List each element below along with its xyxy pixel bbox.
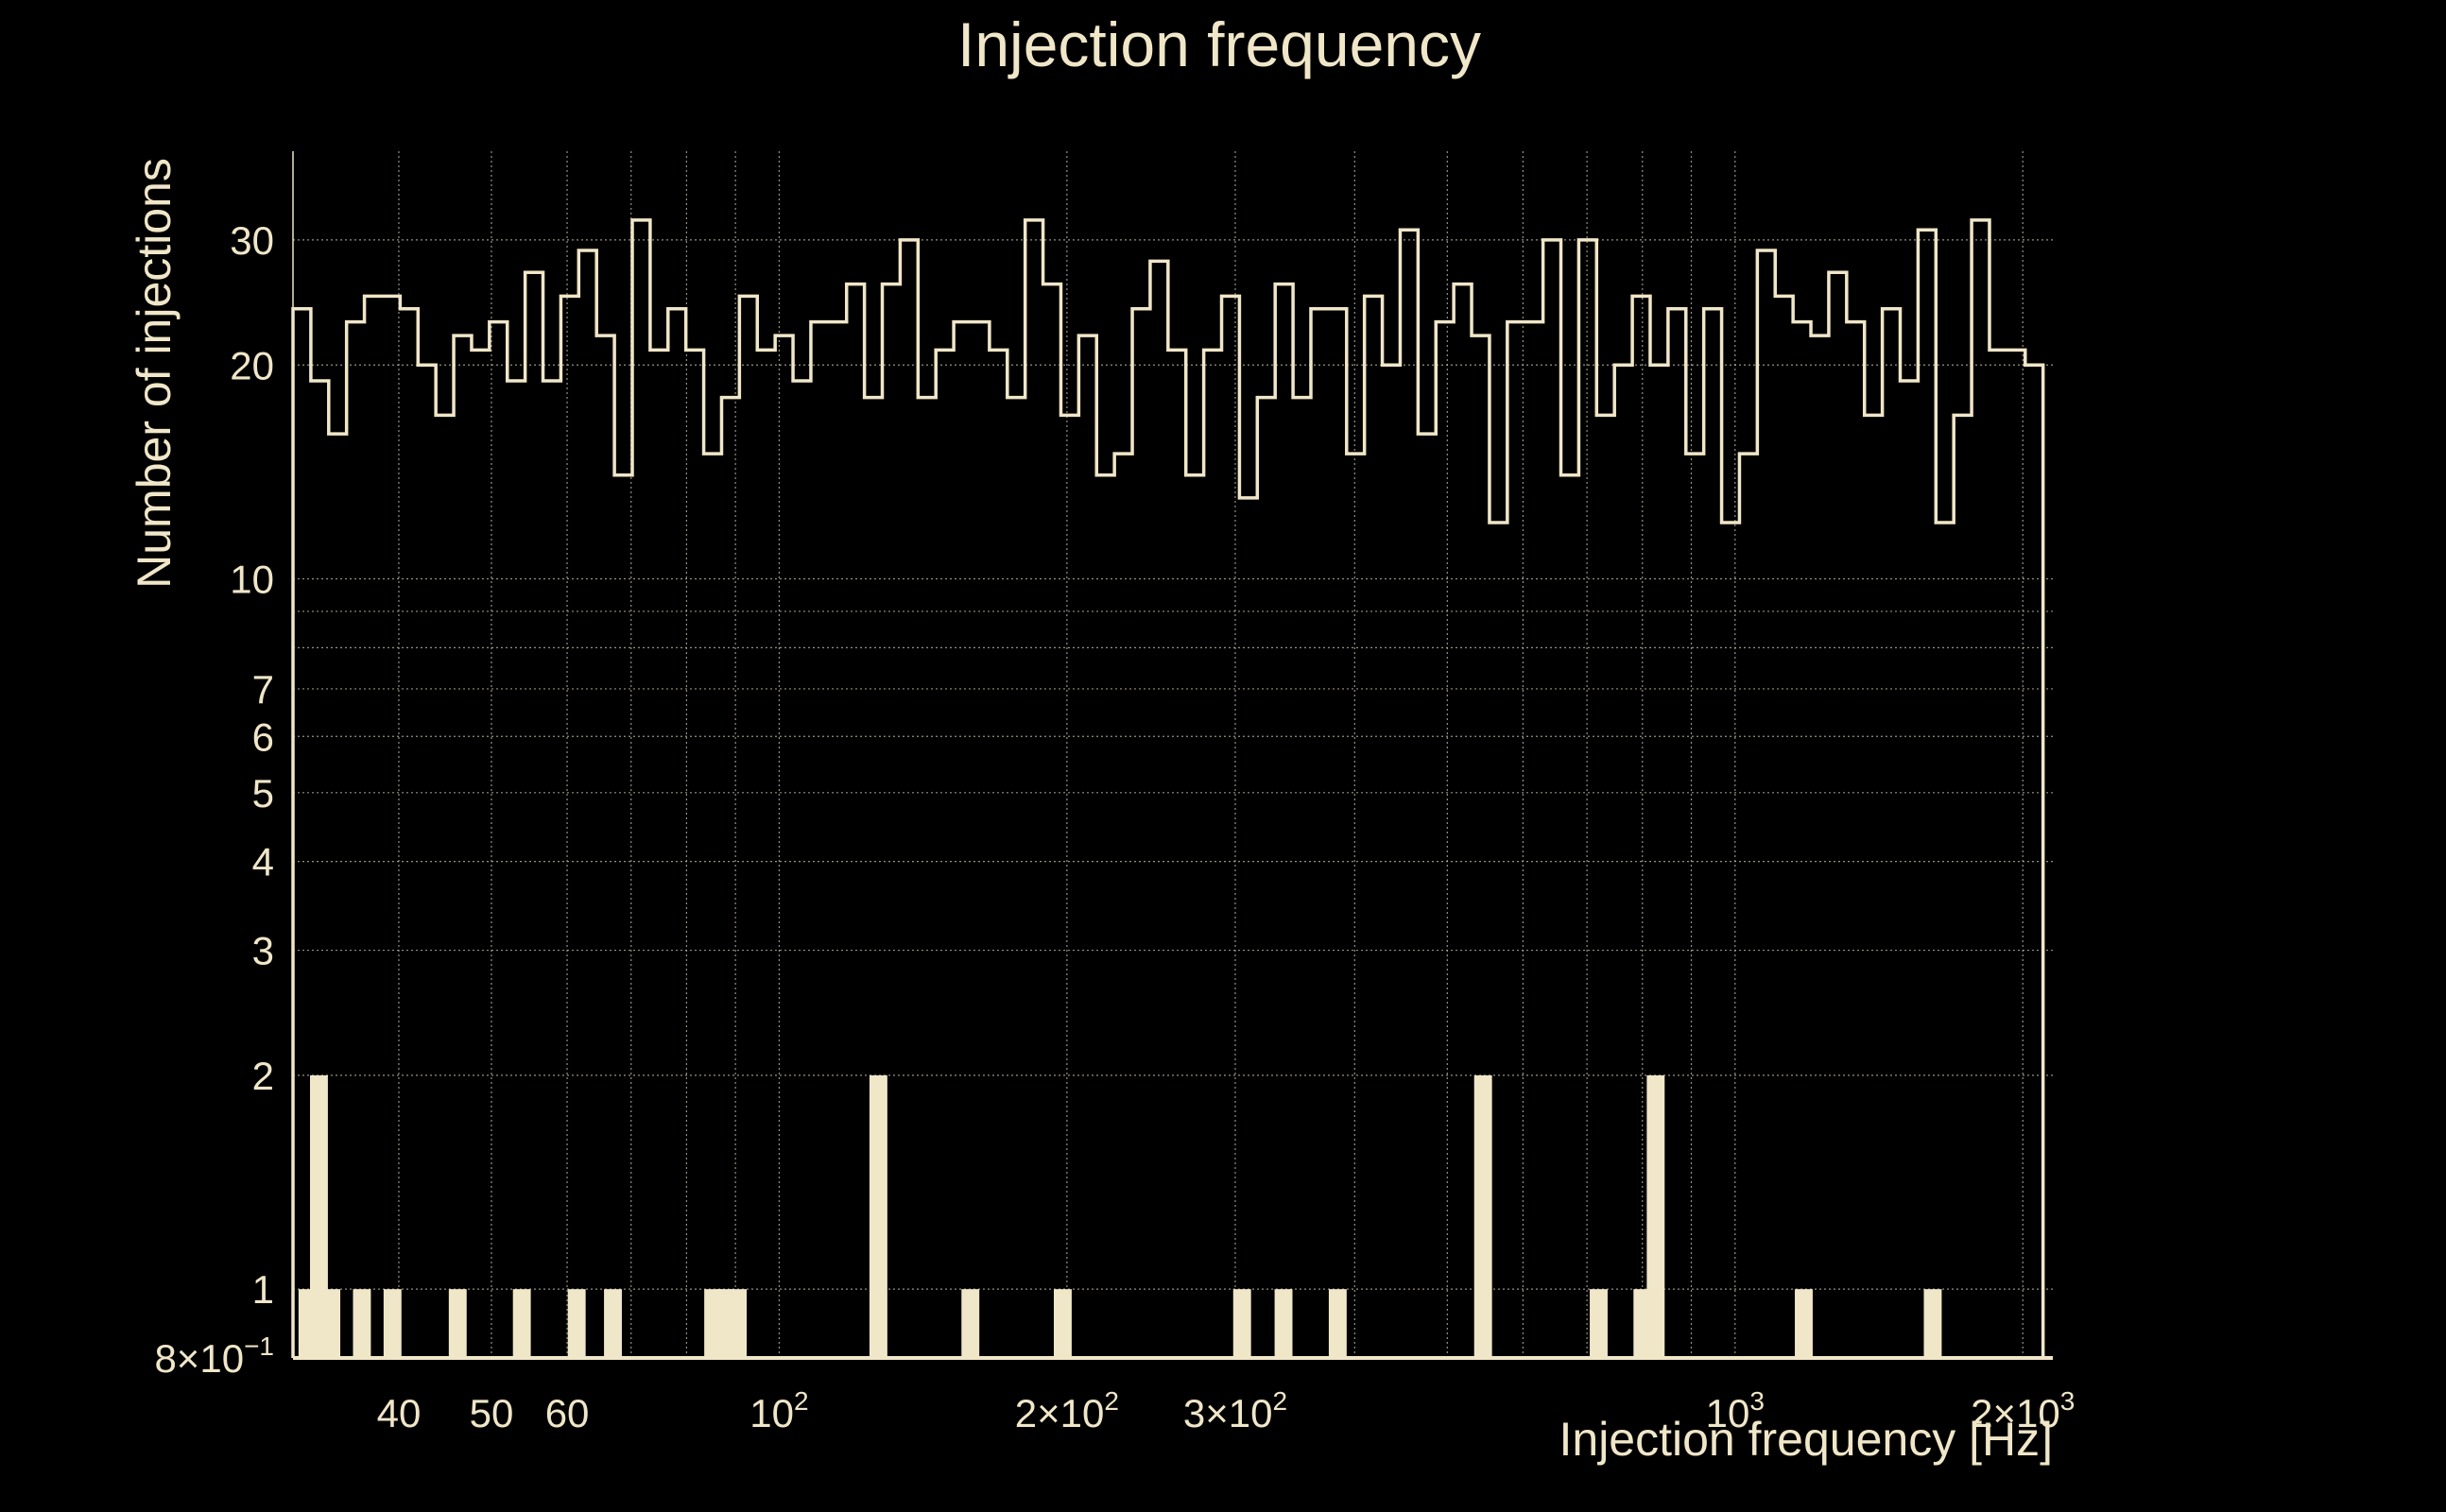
found-bars	[298, 1074, 1942, 1358]
y-tick-label: 1	[252, 1267, 274, 1312]
y-tick-label: 6	[252, 714, 274, 759]
all-injections-step	[291, 218, 2045, 1358]
x-tick-label: 60	[545, 1391, 590, 1435]
x-axis-label: Injection frequency [Hz]	[1559, 1413, 2054, 1466]
found-bar	[1590, 1289, 1608, 1358]
found-bar	[1232, 1289, 1251, 1358]
x-tick-label: 40	[377, 1391, 422, 1435]
x-tick-label: 3×102	[1183, 1386, 1287, 1435]
found-bar	[383, 1289, 402, 1358]
found-bar	[310, 1074, 328, 1358]
y-tick-label: 20	[230, 343, 274, 387]
y-tick-label: 3	[252, 929, 274, 973]
x-tick-labels: 40 50 60 102 2×102 3×102 103 2×103	[377, 1386, 2076, 1435]
found-bar	[448, 1289, 467, 1358]
step-line	[291, 218, 2045, 1358]
found-bar	[1328, 1289, 1347, 1358]
y-tick-label: 5	[252, 771, 274, 816]
found-bar	[512, 1289, 531, 1358]
grid	[293, 151, 2053, 1358]
found-bar	[961, 1289, 980, 1358]
x-tick-label: 50	[470, 1391, 514, 1435]
y-tick-label: 30	[230, 218, 274, 263]
found-bar	[1795, 1289, 1813, 1358]
found-bar	[1646, 1074, 1665, 1358]
found-bar	[1274, 1289, 1293, 1358]
chart-title: Injection frequency	[957, 9, 1481, 79]
found-bar	[1053, 1289, 1072, 1358]
found-bar	[729, 1289, 748, 1358]
found-bar	[567, 1289, 586, 1358]
x-tick-label: 2×103	[1971, 1386, 2075, 1435]
y-tick-label: 10	[230, 558, 274, 602]
y-tick-label: 2	[252, 1054, 274, 1098]
found-bar	[322, 1289, 341, 1358]
y-axis-label: Number of injections	[128, 158, 181, 589]
found-bar	[353, 1289, 371, 1358]
y-tick-label: 7	[252, 667, 274, 712]
found-bar	[1923, 1289, 1942, 1358]
found-bar	[604, 1289, 622, 1358]
x-tick-label: 2×102	[1015, 1386, 1119, 1435]
found-bar	[1473, 1074, 1492, 1358]
axes	[292, 151, 2053, 1360]
found-bar	[869, 1074, 887, 1358]
y-tick-label: 4	[252, 840, 274, 885]
